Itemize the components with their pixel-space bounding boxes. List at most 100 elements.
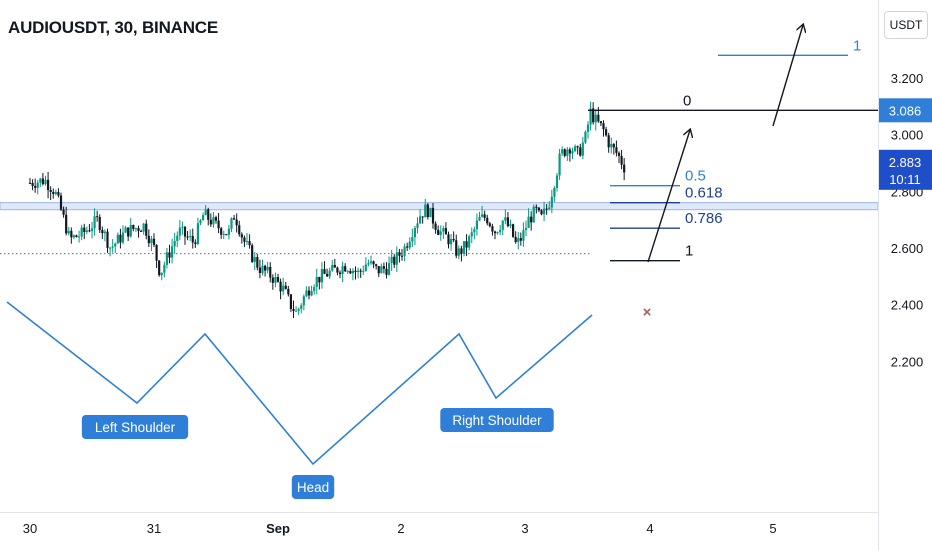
price-axis-border	[878, 0, 879, 550]
candle-body	[612, 144, 615, 148]
candle-body	[189, 236, 192, 238]
candle-body	[191, 236, 194, 243]
candle-body	[442, 228, 445, 232]
currency-badge[interactable]: USDT	[884, 11, 928, 39]
candle-body	[256, 257, 259, 268]
candle-body	[152, 238, 156, 245]
candle-body	[592, 108, 595, 123]
current-price-tag	[879, 149, 932, 190]
candle-body	[72, 235, 76, 238]
candle-body	[36, 182, 39, 188]
candle-body	[421, 216, 424, 218]
x-tick-label: 5	[769, 521, 776, 536]
candle-body	[243, 237, 246, 242]
candle-body	[382, 266, 386, 269]
candle-body	[28, 182, 32, 184]
fib-level-label: 0.5	[685, 168, 706, 185]
left-shoulder-label-bg	[81, 415, 189, 439]
candle-body	[506, 217, 510, 227]
chart-title: AUDIOUSDT, 30, BINANCE	[8, 18, 219, 37]
candle-body	[369, 261, 373, 264]
candle-body	[62, 209, 65, 215]
candle-body	[274, 276, 277, 283]
x-tick-label: 31	[147, 521, 161, 536]
y-tick-label: 2.600	[891, 241, 924, 256]
candle-body	[377, 266, 380, 274]
candle-body	[542, 208, 546, 215]
candle-body	[75, 235, 78, 238]
candle-body	[462, 241, 466, 254]
y-tick-label: 2.200	[891, 354, 924, 369]
fib-level-label: 1	[853, 37, 861, 54]
left-shoulder-label-text: Left Shoulder	[95, 420, 176, 435]
candle-body	[486, 217, 489, 224]
candle-body	[245, 241, 249, 243]
candle-body	[282, 285, 285, 292]
head-label-text: Head	[297, 480, 329, 495]
candle-body	[209, 219, 212, 225]
y-tick-label: 3.000	[891, 128, 924, 143]
candle-body	[214, 217, 218, 221]
candle-body	[550, 196, 553, 208]
candle-body	[181, 226, 184, 228]
candle-body	[168, 252, 171, 258]
candle-body	[431, 207, 435, 224]
candle-body	[511, 224, 515, 237]
x-tick-label: 30	[23, 521, 37, 536]
candle-body	[222, 234, 225, 236]
price-axis-bg	[879, 0, 932, 550]
right-shoulder-label: Right Shoulder	[440, 408, 554, 432]
candle-body	[158, 260, 161, 276]
candle-body	[41, 178, 45, 185]
candle-body	[548, 207, 551, 210]
candle-body	[480, 214, 484, 217]
current-price-text: 2.883	[889, 155, 922, 170]
candle-body	[103, 231, 107, 234]
candle-body	[54, 192, 57, 194]
candles-layer	[28, 101, 626, 318]
x-tick-label: 3	[521, 521, 528, 536]
candle-body	[393, 256, 396, 265]
candle-body	[186, 236, 189, 238]
head-and-shoulders-outline	[6, 301, 593, 466]
candle-body	[493, 231, 497, 234]
candle-body	[351, 270, 355, 274]
candle-body	[504, 217, 507, 221]
candle-body	[499, 229, 502, 233]
candle-body	[615, 147, 618, 153]
candle-body	[232, 218, 236, 220]
candle-body	[475, 220, 479, 230]
candle-body	[418, 216, 422, 224]
candle-body	[266, 266, 269, 271]
candle-body	[300, 305, 303, 309]
candle-body	[457, 248, 460, 256]
resistance-zone	[0, 202, 879, 211]
x-tick-label: 2	[397, 521, 404, 536]
candle-body	[150, 238, 153, 244]
candle-body	[269, 266, 272, 278]
candle-body	[607, 135, 610, 148]
candle-body	[165, 252, 169, 265]
candle-body	[491, 226, 494, 232]
resistance-price-text: 3.086	[889, 103, 922, 118]
candle-body	[455, 240, 458, 256]
candle-body	[610, 144, 613, 148]
candle-body	[522, 229, 525, 241]
candle-body	[160, 272, 163, 276]
countdown-text: 10:11	[889, 172, 921, 187]
head-label: Head	[291, 475, 335, 499]
left-shoulder-label: Left Shoulder	[81, 415, 189, 439]
candle-body	[139, 230, 143, 232]
candle-body	[460, 248, 463, 254]
candle-body	[535, 206, 538, 208]
candle-body	[313, 286, 316, 291]
candle-body	[561, 149, 564, 154]
candle-body	[137, 228, 140, 231]
candle-body	[413, 227, 417, 238]
candle-body	[553, 187, 556, 197]
y-tick-label: 2.400	[891, 298, 924, 313]
candle-body	[253, 257, 256, 262]
candle-body	[400, 255, 404, 257]
candle-body	[318, 276, 321, 283]
